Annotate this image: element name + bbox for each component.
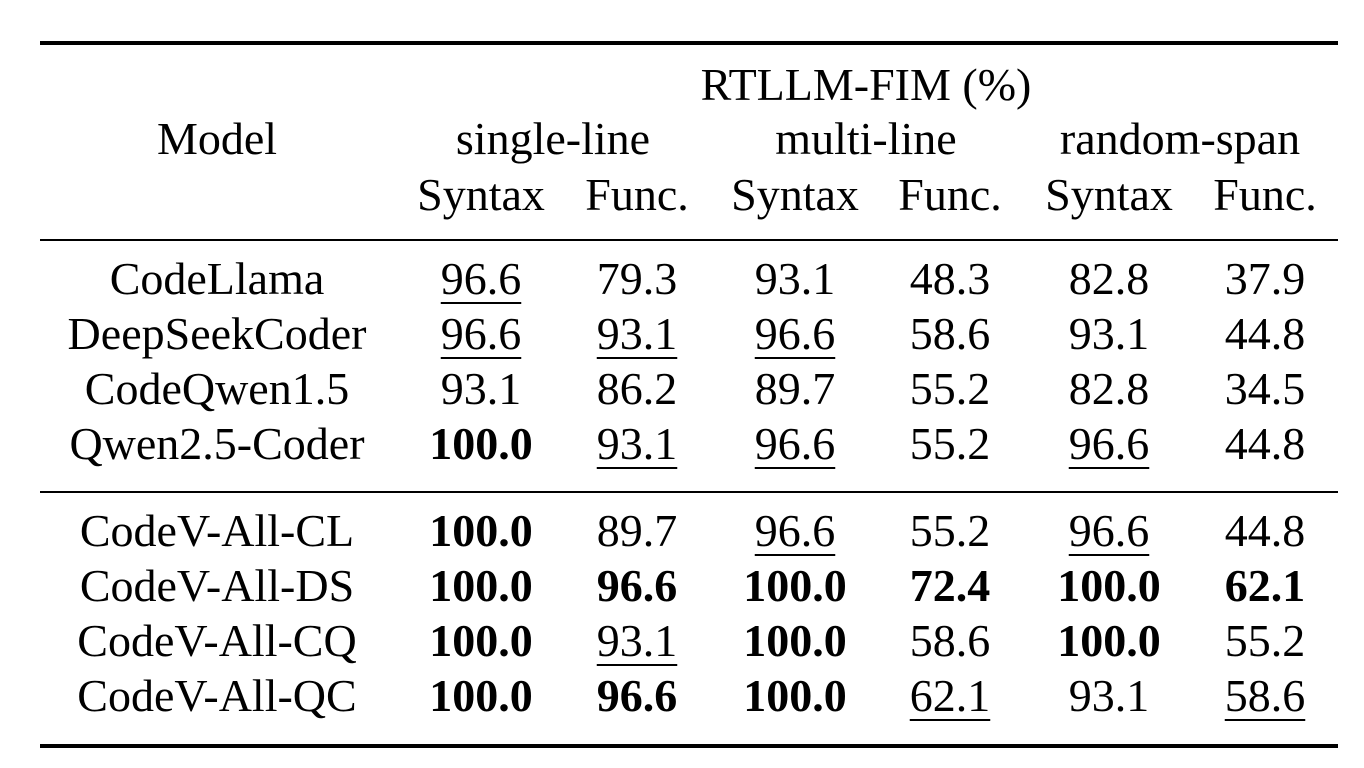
value-cell: 55.2 xyxy=(909,363,991,414)
value-cell: 93.1 xyxy=(596,308,678,359)
value-cell: 44.8 xyxy=(1224,418,1306,469)
value-cell: 37.9 xyxy=(1224,253,1306,304)
value-cell: 48.3 xyxy=(909,253,991,304)
subgroup-header-single-line: single-line xyxy=(455,113,651,164)
top-rule xyxy=(40,41,1338,45)
header-rule xyxy=(40,239,1338,241)
value-cell: 44.8 xyxy=(1224,308,1306,359)
value-cell: 100.0 xyxy=(429,505,533,556)
model-name-cell: CodeV-All-CQ xyxy=(77,615,357,666)
subgroup-header-multi-line: multi-line xyxy=(775,113,957,164)
model-name-cell: CodeV-All-CL xyxy=(79,505,355,556)
value-cell: 82.8 xyxy=(1068,253,1150,304)
value-cell: 100.0 xyxy=(743,670,847,721)
value-cell: 58.6 xyxy=(909,615,991,666)
value-cell: 100.0 xyxy=(429,418,533,469)
model-name-cell: CodeLlama xyxy=(109,253,325,304)
value-cell: 96.6 xyxy=(1068,505,1150,556)
value-cell: 96.6 xyxy=(440,253,522,304)
value-cell: 58.6 xyxy=(1224,670,1306,721)
value-cell: 55.2 xyxy=(1224,615,1306,666)
value-cell: 96.6 xyxy=(754,308,836,359)
value-cell: 96.6 xyxy=(1068,418,1150,469)
model-name-cell: Qwen2.5-Coder xyxy=(69,418,365,469)
value-cell: 96.6 xyxy=(596,670,678,721)
value-cell: 100.0 xyxy=(1057,560,1161,611)
value-cell: 93.1 xyxy=(1068,670,1150,721)
value-cell: 96.6 xyxy=(440,308,522,359)
value-cell: 96.6 xyxy=(754,418,836,469)
value-cell: 82.8 xyxy=(1068,363,1150,414)
value-cell: 89.7 xyxy=(754,363,836,414)
value-cell: 55.2 xyxy=(909,418,991,469)
value-cell: 93.1 xyxy=(440,363,522,414)
value-cell: 100.0 xyxy=(743,615,847,666)
value-cell: 93.1 xyxy=(596,615,678,666)
metric-header: Syntax xyxy=(417,169,545,220)
model-name-cell: CodeQwen1.5 xyxy=(84,363,350,414)
metric-header: Syntax xyxy=(731,169,859,220)
value-cell: 100.0 xyxy=(429,670,533,721)
value-cell: 34.5 xyxy=(1224,363,1306,414)
section-rule xyxy=(40,491,1338,493)
value-cell: 55.2 xyxy=(909,505,991,556)
model-name-cell: CodeV-All-DS xyxy=(79,560,355,611)
value-cell: 62.1 xyxy=(1224,560,1306,611)
value-cell: 96.6 xyxy=(596,560,678,611)
value-cell: 96.6 xyxy=(754,505,836,556)
value-cell: 93.1 xyxy=(1068,308,1150,359)
metric-header: Func. xyxy=(898,169,1002,220)
value-cell: 100.0 xyxy=(429,615,533,666)
value-cell: 100.0 xyxy=(429,560,533,611)
model-header: Model xyxy=(156,113,278,164)
value-cell: 58.6 xyxy=(909,308,991,359)
value-cell: 93.1 xyxy=(596,418,678,469)
bottom-rule xyxy=(40,744,1338,748)
value-cell: 89.7 xyxy=(596,505,678,556)
value-cell: 62.1 xyxy=(909,670,991,721)
model-name-cell: DeepSeekCoder xyxy=(67,308,367,359)
group-header: RTLLM-FIM (%) xyxy=(700,59,1032,110)
subgroup-header-random-span: random-span xyxy=(1059,113,1301,164)
value-cell: 72.4 xyxy=(909,560,991,611)
value-cell: 86.2 xyxy=(596,363,678,414)
value-cell: 44.8 xyxy=(1224,505,1306,556)
value-cell: 79.3 xyxy=(596,253,678,304)
metric-header: Func. xyxy=(1213,169,1317,220)
metric-header: Func. xyxy=(585,169,689,220)
metric-header: Syntax xyxy=(1045,169,1173,220)
model-name-cell: CodeV-All-QC xyxy=(77,670,357,721)
value-cell: 93.1 xyxy=(754,253,836,304)
value-cell: 100.0 xyxy=(743,560,847,611)
value-cell: 100.0 xyxy=(1057,615,1161,666)
